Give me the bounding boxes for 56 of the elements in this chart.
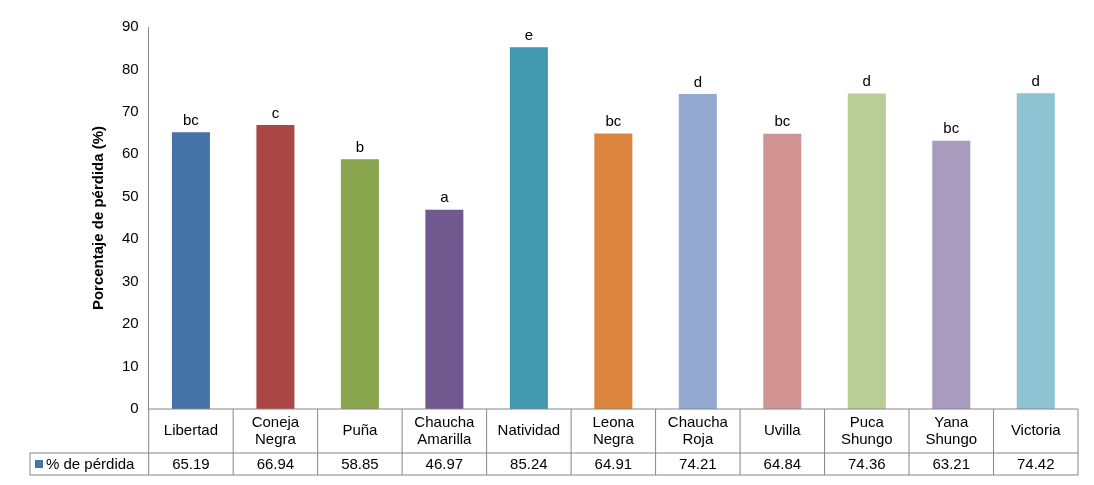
- data-label: 46.97: [425, 455, 464, 473]
- annotation: bc: [943, 119, 960, 137]
- data-label: 74.36: [848, 455, 886, 473]
- annotation: bc: [774, 112, 791, 130]
- bar: [1016, 93, 1055, 409]
- data-label: 65.19: [172, 455, 210, 473]
- data-label: 63.21: [932, 455, 971, 473]
- x-tick-label: Leona Negra: [592, 412, 635, 447]
- y-tick-label: 40: [122, 229, 139, 247]
- data-label: 58.85: [341, 455, 379, 473]
- y-tick-label: 0: [130, 399, 139, 417]
- annotation: d: [862, 72, 871, 90]
- annotation: a: [440, 188, 450, 206]
- y-tick-label: 60: [122, 144, 139, 162]
- y-tick-label: 70: [122, 102, 139, 120]
- data-label: 64.91: [594, 455, 633, 473]
- x-tick-label: Libertad: [163, 421, 219, 439]
- x-tick-label: Coneja Negra: [251, 412, 300, 447]
- x-tick-label: Yana Shungo: [925, 412, 978, 447]
- x-tick-label: Chaucha Roja: [667, 412, 729, 447]
- data-label: 74.42: [1016, 455, 1055, 473]
- annotation: e: [524, 25, 534, 43]
- bar: [847, 93, 886, 409]
- x-tick-label: Victoria: [1010, 421, 1062, 439]
- data-label: 85.24: [510, 455, 548, 473]
- annotation: c: [271, 103, 280, 121]
- x-tick-label: Natividad: [497, 421, 561, 439]
- bar: [594, 133, 633, 409]
- bar: [678, 94, 717, 409]
- data-label: 64.84: [763, 455, 802, 473]
- y-tick-label: 50: [122, 186, 139, 204]
- y-axis-title: Porcentaje de pérdida (%): [89, 125, 107, 311]
- bar: [256, 124, 295, 409]
- bar: [171, 132, 210, 409]
- bar: [763, 133, 802, 409]
- data-label: 66.94: [256, 455, 295, 473]
- legend-label: % de pérdida: [46, 455, 136, 473]
- annotation: d: [1031, 71, 1040, 89]
- annotation: b: [355, 137, 365, 155]
- y-tick-label: 80: [122, 59, 139, 77]
- annotation: d: [693, 72, 702, 90]
- y-tick-label: 20: [122, 314, 139, 332]
- annotation: bc: [183, 110, 200, 128]
- x-tick-label: Chaucha Amarilla: [414, 412, 476, 447]
- y-tick-label: 30: [122, 271, 139, 289]
- bar: [509, 47, 548, 409]
- x-tick-label: Puca Shungo: [840, 412, 893, 447]
- bar: [932, 140, 971, 409]
- x-tick-label: Uvilla: [763, 421, 802, 439]
- bar: [425, 209, 464, 409]
- y-tick-label: 10: [122, 356, 139, 374]
- bar: [340, 159, 379, 409]
- annotation: bc: [605, 112, 622, 130]
- x-tick-label: Puña: [342, 421, 379, 439]
- data-label: 74.21: [679, 455, 717, 473]
- y-tick-label: 90: [122, 17, 139, 35]
